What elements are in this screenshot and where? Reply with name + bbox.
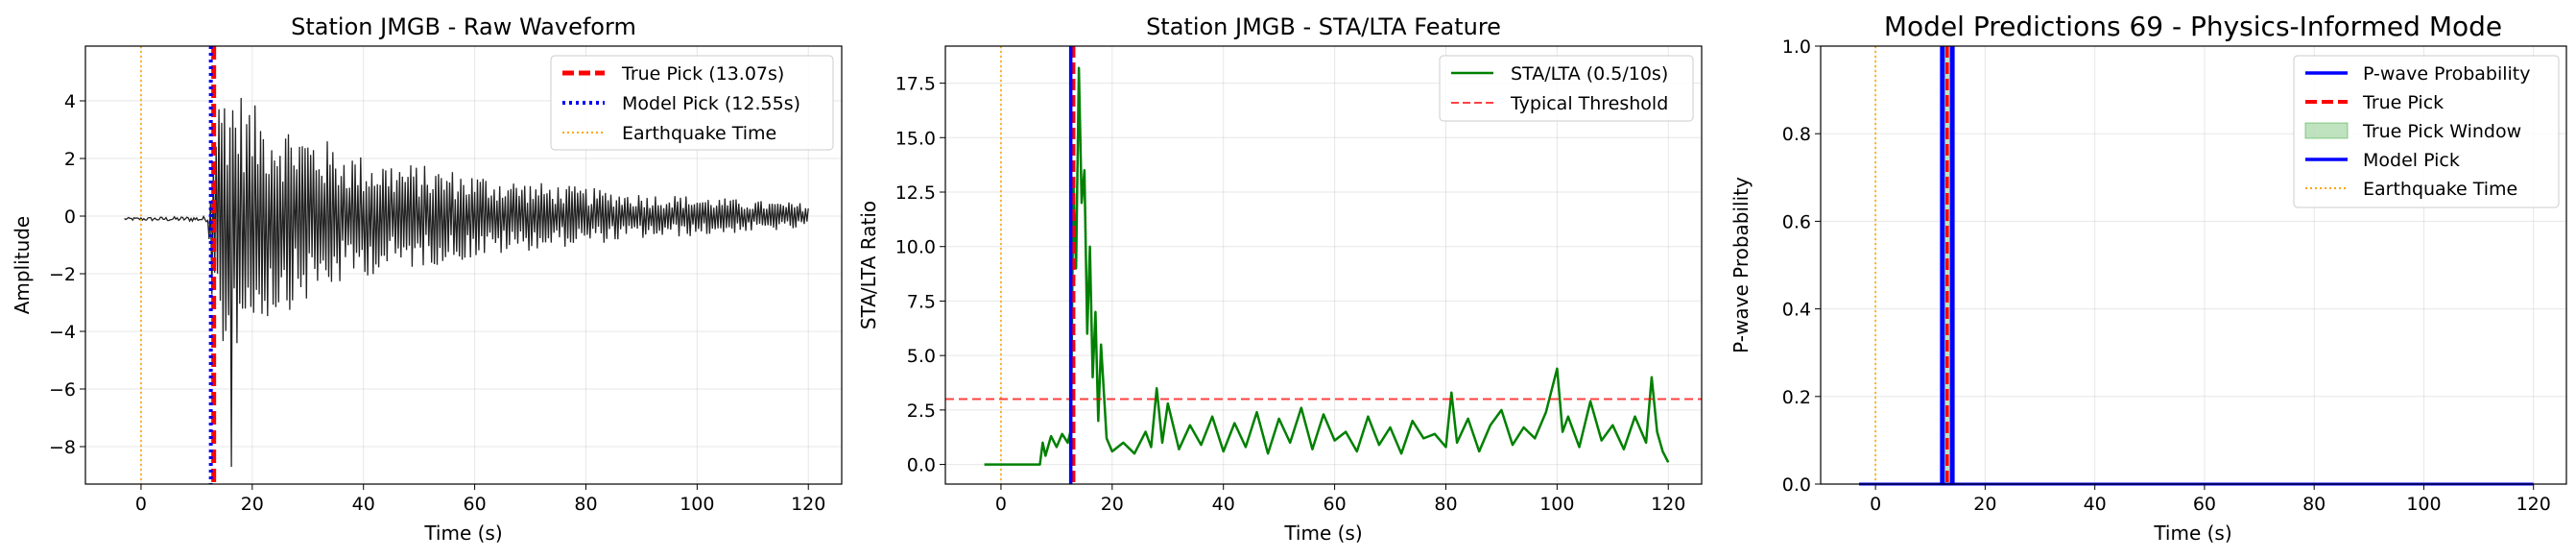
stalta-panel: 0 20 40 60 80 100 120 0.0 2.5 5.0 7.5 10.0 12.5 15.0 1… bbox=[857, 13, 1703, 545]
waveform-ytick-label: 0 bbox=[64, 207, 76, 228]
waveform-axes-frame bbox=[84, 45, 843, 485]
prediction-xtick-label: 60 bbox=[2193, 494, 2216, 515]
stalta-title: Station JMGB - STA/LTA Feature bbox=[1146, 13, 1501, 40]
prediction-xtick-label: 40 bbox=[2084, 494, 2107, 515]
stalta-ytick-label: 2.5 bbox=[907, 401, 936, 422]
prediction-ytick-label: 0.2 bbox=[1782, 387, 1811, 408]
prediction-xlabel: Time (s) bbox=[2153, 522, 2231, 545]
waveform-xtick-label: 20 bbox=[241, 494, 264, 515]
prediction-xtick-label: 0 bbox=[1870, 494, 1881, 515]
stalta-ytick-label: 0.0 bbox=[907, 455, 936, 476]
stalta-ytick-label: 10.0 bbox=[895, 237, 936, 258]
legend-label-true-pick: True Pick bbox=[2362, 92, 2444, 113]
stalta-ytick-label: 12.5 bbox=[895, 182, 936, 204]
prediction-ticks: 0 20 40 60 80 100 120 0.0 0.2 0.4 0.6 0.8 1.0 bbox=[1782, 36, 2551, 515]
waveform-ytick-label: −2 bbox=[49, 264, 76, 285]
prediction-ylabel: P-wave Probability bbox=[1729, 177, 1753, 353]
stalta-ytick-label: 15.0 bbox=[895, 128, 936, 149]
waveform-title: Station JMGB - Raw Waveform bbox=[291, 13, 636, 40]
stalta-xtick-label: 80 bbox=[1434, 494, 1457, 515]
prediction-ytick-label: 0.0 bbox=[1782, 474, 1811, 496]
legend-label-probability: P-wave Probability bbox=[2363, 63, 2531, 85]
legend-label-stalta: STA/LTA (0.5/10s) bbox=[1511, 63, 1668, 85]
stalta-xtick-label: 60 bbox=[1323, 494, 1346, 515]
waveform-xlabel: Time (s) bbox=[423, 522, 502, 545]
prediction-title: Model Predictions 69 - Physics-Informed … bbox=[1884, 11, 2502, 42]
stalta-xtick-label: 120 bbox=[1651, 494, 1685, 515]
stalta-axes-frame bbox=[944, 45, 1703, 485]
waveform-xtick-label: 40 bbox=[352, 494, 375, 515]
stalta-ytick-label: 17.5 bbox=[895, 74, 936, 95]
prediction-xtick-label: 100 bbox=[2406, 494, 2441, 515]
stalta-xtick-label: 0 bbox=[995, 494, 1007, 515]
waveform-xtick-label: 60 bbox=[463, 494, 486, 515]
stalta-xtick-label: 40 bbox=[1212, 494, 1235, 515]
stalta-xtick-label: 100 bbox=[1539, 494, 1574, 515]
prediction-axes-frame bbox=[1820, 45, 2567, 485]
waveform-ytick-label: −8 bbox=[49, 437, 76, 458]
legend-label-true-pick: True Pick (13.07s) bbox=[621, 63, 784, 85]
legend-label-model-pick: Model Pick bbox=[2363, 150, 2460, 171]
waveform-ytick-label: −6 bbox=[49, 379, 76, 401]
legend-label-earthquake: Earthquake Time bbox=[2363, 179, 2517, 200]
stalta-ytick-label: 7.5 bbox=[907, 291, 936, 312]
stalta-ytick-label: 5.0 bbox=[907, 346, 936, 367]
waveform-xtick-label: 0 bbox=[135, 494, 147, 515]
prediction-xtick-label: 20 bbox=[1973, 494, 1996, 515]
waveform-ytick-label: −4 bbox=[49, 322, 76, 343]
legend-label-window: True Pick Window bbox=[2362, 121, 2521, 142]
prediction-xtick-label: 120 bbox=[2516, 494, 2551, 515]
stalta-ylabel: STA/LTA Ratio bbox=[857, 201, 880, 329]
stalta-xtick-label: 20 bbox=[1101, 494, 1124, 515]
waveform-legend: True Pick (13.07s) Model Pick (12.55s) E… bbox=[550, 55, 834, 151]
stalta-legend: STA/LTA (0.5/10s) Typical Threshold bbox=[1439, 55, 1694, 122]
legend-label-model-pick: Model Pick (12.55s) bbox=[622, 93, 800, 114]
waveform-panel: 0 20 40 60 80 100 120 −8 −6 −4 −2 0 2 4 Station JMGB … bbox=[11, 13, 843, 545]
waveform-ytick-label: 2 bbox=[64, 149, 76, 170]
stalta-ticks: 0 20 40 60 80 100 120 0.0 2.5 5.0 7.5 10.0 12.5 15.0 1… bbox=[895, 74, 1686, 515]
waveform-xtick-label: 80 bbox=[574, 494, 597, 515]
stalta-line bbox=[984, 66, 1670, 466]
waveform-marks bbox=[124, 46, 809, 484]
legend-label-earthquake: Earthquake Time bbox=[622, 123, 776, 144]
waveform-ticks: 0 20 40 60 80 100 120 −8 −6 −4 −2 0 2 4 bbox=[49, 91, 825, 515]
prediction-ytick-label: 0.8 bbox=[1782, 124, 1811, 145]
prediction-legend: P-wave Probability True Pick True Pick W… bbox=[2293, 55, 2560, 208]
waveform-xtick-label: 100 bbox=[680, 494, 714, 515]
waveform-line bbox=[124, 97, 809, 468]
stalta-marks bbox=[945, 46, 1702, 484]
waveform-xtick-label: 120 bbox=[791, 494, 825, 515]
prediction-ytick-label: 0.6 bbox=[1782, 211, 1811, 232]
prediction-xtick-label: 80 bbox=[2302, 494, 2326, 515]
legend-label-threshold: Typical Threshold bbox=[1510, 93, 1668, 114]
waveform-ytick-label: 4 bbox=[64, 91, 76, 112]
stalta-xlabel: Time (s) bbox=[1283, 522, 1362, 545]
prediction-panel: 0 20 40 60 80 100 120 0.0 0.2 0.4 0.6 0.8 1.0 Model … bbox=[1729, 11, 2567, 545]
waveform-ylabel: Amplitude bbox=[11, 216, 34, 315]
prediction-ytick-label: 0.4 bbox=[1782, 300, 1811, 321]
legend-swatch-window bbox=[2304, 122, 2349, 139]
prediction-ytick-label: 1.0 bbox=[1782, 36, 1811, 58]
